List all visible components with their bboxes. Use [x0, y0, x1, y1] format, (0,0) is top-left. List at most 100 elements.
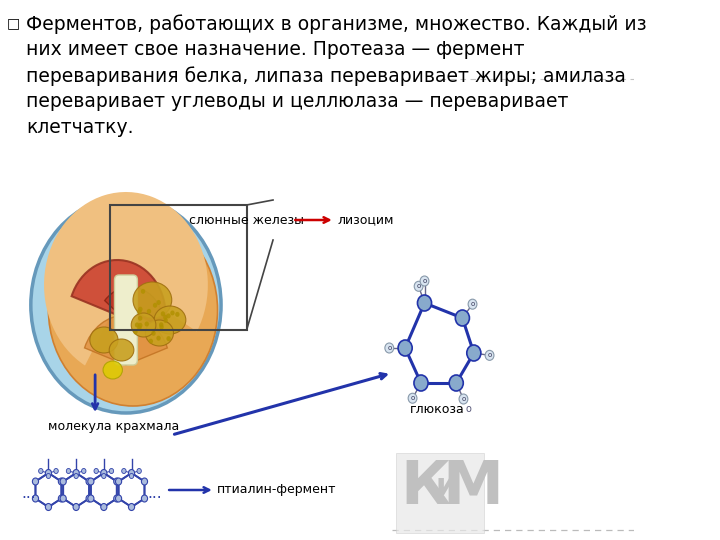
Text: o: o [416, 284, 420, 289]
Circle shape [73, 503, 79, 510]
Circle shape [459, 394, 468, 404]
Ellipse shape [131, 313, 156, 337]
Polygon shape [63, 473, 89, 507]
Circle shape [148, 339, 153, 343]
Circle shape [101, 469, 107, 476]
Circle shape [170, 310, 175, 315]
Circle shape [449, 375, 463, 391]
Circle shape [60, 478, 66, 485]
Circle shape [467, 345, 481, 361]
Text: Ферментов, работающих в организме, множество. Каждый из: Ферментов, работающих в организме, множе… [27, 14, 647, 33]
Circle shape [86, 478, 92, 485]
Circle shape [141, 495, 148, 502]
Circle shape [88, 478, 94, 485]
Circle shape [58, 495, 65, 502]
Circle shape [141, 478, 148, 485]
Circle shape [163, 315, 168, 320]
Circle shape [156, 300, 161, 305]
Text: o: o [487, 352, 492, 359]
Wedge shape [84, 315, 167, 365]
Circle shape [408, 393, 417, 403]
Circle shape [145, 321, 149, 327]
Circle shape [114, 495, 120, 502]
Circle shape [130, 474, 134, 478]
Ellipse shape [154, 306, 186, 334]
Ellipse shape [103, 361, 122, 379]
Circle shape [138, 316, 143, 321]
Text: o: o [387, 345, 392, 351]
Circle shape [45, 469, 52, 476]
Ellipse shape [133, 282, 172, 318]
Circle shape [46, 474, 50, 478]
Circle shape [48, 214, 217, 406]
Bar [396, 453, 485, 533]
Text: и: и [436, 472, 457, 501]
Text: К: К [401, 458, 451, 517]
Polygon shape [91, 473, 117, 507]
Polygon shape [119, 473, 145, 507]
Circle shape [468, 299, 477, 309]
Circle shape [109, 469, 114, 474]
Text: □: □ [7, 16, 20, 30]
Circle shape [414, 375, 428, 391]
Text: переваривает углеводы и целлюлаза — переваривает: переваривает углеводы и целлюлаза — пере… [27, 92, 569, 111]
Circle shape [138, 323, 143, 328]
Circle shape [94, 469, 99, 474]
Circle shape [32, 478, 39, 485]
Circle shape [138, 307, 143, 312]
Circle shape [73, 469, 79, 476]
Circle shape [414, 281, 423, 291]
Circle shape [45, 503, 52, 510]
Circle shape [54, 469, 58, 474]
Circle shape [81, 469, 86, 474]
Circle shape [385, 343, 394, 353]
Text: молекула крахмала: молекула крахмала [48, 420, 180, 433]
Circle shape [147, 309, 151, 314]
Circle shape [102, 474, 106, 478]
Text: o: o [465, 404, 471, 414]
Ellipse shape [90, 327, 118, 353]
Circle shape [175, 312, 179, 317]
Circle shape [138, 325, 142, 330]
Polygon shape [35, 473, 61, 507]
Circle shape [128, 503, 135, 510]
Circle shape [135, 322, 139, 327]
Circle shape [485, 350, 494, 360]
Circle shape [420, 276, 429, 286]
Circle shape [32, 495, 39, 502]
Circle shape [39, 469, 43, 474]
Circle shape [141, 289, 145, 294]
Wedge shape [104, 287, 163, 325]
Circle shape [133, 329, 138, 334]
Circle shape [66, 469, 71, 474]
Text: лизоцим: лизоцим [337, 213, 394, 226]
Circle shape [166, 313, 171, 319]
Circle shape [166, 336, 171, 341]
Ellipse shape [109, 339, 134, 361]
Circle shape [151, 331, 156, 336]
Text: птиалин-фермент: птиалин-фермент [217, 483, 337, 496]
Circle shape [74, 474, 78, 478]
Text: o: o [410, 395, 415, 401]
Text: переваривания белка, липаза переваривает жиры; амилаза: переваривания белка, липаза переваривает… [27, 66, 626, 86]
Circle shape [31, 197, 221, 413]
Circle shape [115, 478, 122, 485]
Text: клетчатку.: клетчатку. [27, 118, 134, 137]
Text: o: o [470, 301, 474, 307]
Circle shape [101, 503, 107, 510]
Circle shape [88, 495, 94, 502]
Wedge shape [44, 192, 208, 366]
Text: глюкоза: глюкоза [410, 403, 464, 416]
Text: ...: ... [148, 485, 162, 501]
Text: них имеет свое назначение. Протеаза — фермент: них имеет свое назначение. Протеаза — фе… [27, 40, 525, 59]
Text: М: М [442, 458, 503, 517]
Circle shape [137, 469, 141, 474]
Circle shape [161, 311, 165, 316]
Wedge shape [71, 260, 166, 325]
Circle shape [60, 495, 66, 502]
Circle shape [156, 336, 161, 341]
Circle shape [58, 478, 65, 485]
Ellipse shape [145, 320, 174, 346]
Circle shape [115, 495, 122, 502]
Text: ...: ... [22, 485, 37, 501]
